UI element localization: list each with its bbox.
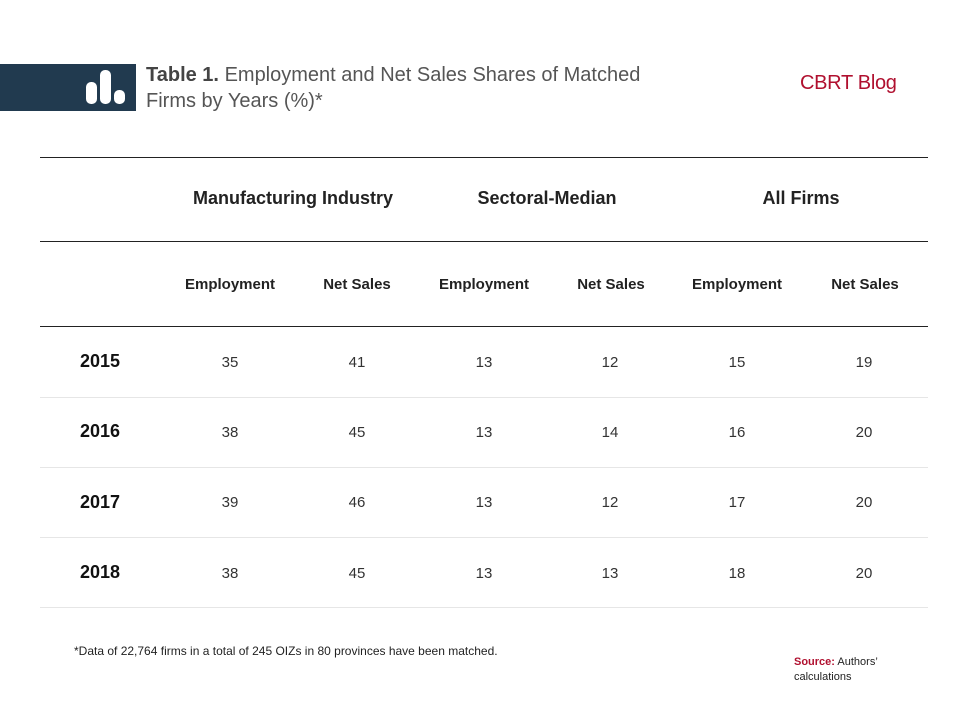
table-cell: 41 bbox=[348, 354, 366, 371]
table-cell: 20 bbox=[855, 424, 873, 441]
table-cell: 39 bbox=[221, 494, 239, 511]
bar-chart-icon bbox=[86, 70, 125, 104]
table-cell: 13 bbox=[601, 565, 619, 582]
subheader-employment: Employment bbox=[438, 276, 529, 293]
table-cell: 14 bbox=[601, 424, 619, 441]
subheader-rule bbox=[40, 326, 928, 327]
table-cell: 45 bbox=[348, 424, 366, 441]
row-divider bbox=[40, 397, 928, 398]
title-line-1: Employment and Net Sales Shares of Match… bbox=[224, 64, 641, 86]
brand-logo: CBRT Blog bbox=[800, 72, 897, 94]
title-line-2: Firms by Years (%)* bbox=[146, 90, 323, 112]
table-cell: 17 bbox=[728, 494, 746, 511]
table-top-rule bbox=[40, 157, 928, 158]
group-header-rule bbox=[40, 241, 928, 242]
source-text-line-1: Authors’ bbox=[837, 656, 878, 668]
row-divider bbox=[40, 607, 928, 608]
footnote: *Data of 22,764 firms in a total of 245 … bbox=[74, 644, 498, 658]
subheader-net-sales: Net Sales bbox=[577, 276, 645, 293]
row-divider bbox=[40, 537, 928, 538]
table-cell: 12 bbox=[601, 354, 619, 371]
subheader-employment: Employment bbox=[691, 276, 782, 293]
table-cell: 16 bbox=[728, 424, 746, 441]
row-year: 2017 bbox=[80, 492, 121, 512]
table-cell: 12 bbox=[601, 494, 619, 511]
source-text-line-2: calculations bbox=[794, 671, 852, 683]
table-cell: 20 bbox=[855, 494, 873, 511]
table-cell: 35 bbox=[221, 354, 239, 371]
subheader-employment: Employment bbox=[184, 276, 275, 293]
table-number: Table 1. bbox=[146, 64, 219, 86]
source-note: Source: Authors’ calculations bbox=[794, 655, 914, 685]
row-year: 2016 bbox=[80, 421, 121, 441]
source-label: Source: bbox=[794, 656, 835, 668]
table-cell: 45 bbox=[348, 565, 366, 582]
subheader-net-sales: Net Sales bbox=[323, 276, 391, 293]
table-cell: 13 bbox=[475, 565, 493, 582]
title-band bbox=[0, 64, 136, 111]
table-cell: 13 bbox=[475, 354, 493, 371]
table-cell: 38 bbox=[221, 424, 239, 441]
table-title: Table 1. Employment and Net Sales Shares… bbox=[146, 62, 746, 114]
row-year: 2018 bbox=[80, 562, 121, 582]
subheader-net-sales: Net Sales bbox=[831, 276, 899, 293]
table-cell: 13 bbox=[475, 424, 493, 441]
table-cell: 19 bbox=[855, 354, 873, 371]
group-header-sectoral-median: Sectoral-Median bbox=[477, 188, 617, 208]
row-year: 2015 bbox=[80, 351, 121, 371]
group-header-all-firms: All Firms bbox=[762, 188, 840, 208]
table-cell: 15 bbox=[728, 354, 746, 371]
table-cell: 18 bbox=[728, 565, 746, 582]
table-cell: 38 bbox=[221, 565, 239, 582]
group-header-manufacturing: Manufacturing Industry bbox=[192, 188, 393, 208]
table-cell: 13 bbox=[475, 494, 493, 511]
table-cell: 46 bbox=[348, 494, 366, 511]
table-cell: 20 bbox=[855, 565, 873, 582]
row-divider bbox=[40, 467, 928, 468]
